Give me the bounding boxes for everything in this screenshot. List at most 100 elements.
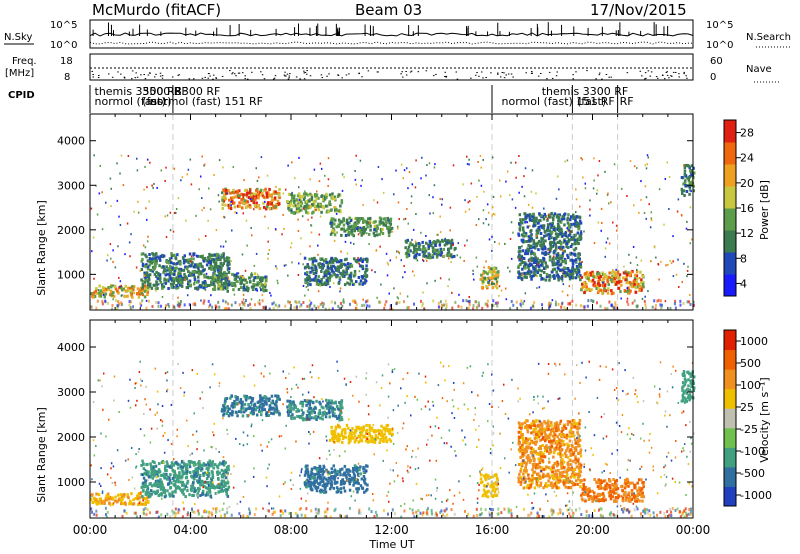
range-cell: [432, 246, 435, 250]
range-cell: [184, 476, 188, 480]
scatter-cell: [210, 294, 212, 297]
range-cell: [170, 493, 174, 497]
ground-scatter-mark: [644, 303, 647, 307]
scatter-cell: [504, 242, 506, 245]
range-cell: [154, 274, 158, 278]
scatter-cell: [492, 212, 495, 215]
range-cell: [590, 288, 593, 292]
range-cell: [265, 411, 269, 415]
scatter-cell: [428, 194, 430, 197]
ground-scatter-mark: [527, 513, 530, 517]
ground-scatter-mark: [368, 304, 371, 308]
range-cell: [104, 292, 107, 296]
ground-scatter-mark: [614, 303, 617, 307]
range-cell: [171, 283, 175, 287]
range-cell: [153, 482, 157, 486]
ground-scatter-mark: [317, 508, 320, 512]
range-cell: [374, 220, 377, 224]
ground-scatter-mark: [181, 515, 184, 519]
range-cell: [552, 214, 555, 218]
scatter-cell: [589, 214, 591, 217]
freq-dot: [274, 75, 277, 77]
scatter-cell: [221, 191, 224, 194]
range-cell: [359, 264, 362, 268]
scatter-cell: [425, 174, 427, 177]
range-cell: [576, 267, 579, 271]
ground-scatter-mark: [146, 508, 149, 512]
range-cell: [227, 407, 231, 411]
range-cell: [150, 261, 154, 265]
range-cell: [423, 251, 426, 255]
range-cell: [309, 283, 312, 287]
range-cell: [523, 275, 526, 279]
range-cell: [314, 266, 318, 270]
range-cell: [244, 201, 248, 205]
scatter-cell: [509, 194, 511, 197]
ground-scatter-mark: [548, 515, 551, 519]
range-cell: [320, 278, 323, 281]
ground-scatter-mark: [101, 302, 104, 306]
ground-scatter-mark: [222, 299, 225, 303]
ground-scatter-mark: [145, 306, 148, 310]
range-cell: [218, 463, 221, 467]
freq-dot: [480, 71, 483, 73]
ground-scatter-mark: [299, 304, 302, 308]
range-cell: [128, 286, 132, 290]
range-cell: [526, 270, 530, 274]
range-cell: [315, 193, 319, 197]
range-cell: [126, 493, 129, 497]
cpid-entry: normol (fast) 151 RF: [502, 95, 615, 108]
freq-dot: [474, 74, 477, 76]
range-cell: [438, 240, 442, 244]
ground-scatter-mark: [681, 511, 684, 515]
range-cell: [633, 277, 637, 281]
range-cell: [267, 191, 270, 195]
scatter-cell: [429, 243, 431, 246]
range-cell: [559, 254, 562, 258]
range-cell: [453, 254, 456, 258]
range-cell: [220, 273, 223, 277]
range-cell: [548, 255, 552, 259]
range-cell: [147, 499, 150, 503]
range-cell: [158, 278, 162, 282]
scatter-cell: [608, 242, 611, 245]
ground-scatter-mark: [486, 302, 489, 306]
scatter-cell: [308, 205, 311, 208]
freq-dot: [215, 77, 218, 79]
range-cell: [573, 248, 576, 252]
range-cell: [549, 215, 552, 219]
ground-scatter-mark: [305, 507, 308, 511]
range-cell: [608, 271, 611, 275]
range-cell: [578, 216, 582, 220]
range-cell: [154, 471, 157, 475]
scatter-cell: [165, 236, 168, 239]
range-cell: [185, 470, 188, 474]
ground-scatter-mark: [542, 515, 545, 519]
scatter-cell: [195, 214, 197, 217]
ground-scatter-mark: [643, 507, 646, 511]
scatter-cell: [102, 293, 104, 296]
range-cell: [211, 476, 215, 479]
scatter-cell: [147, 235, 149, 238]
range-cell: [366, 225, 369, 229]
cpid-entry: 3300 RF: [175, 85, 220, 98]
ground-scatter-mark: [268, 307, 271, 311]
ground-scatter-mark: [593, 509, 596, 513]
range-cell: [541, 247, 545, 251]
range-cell: [349, 225, 352, 229]
ground-scatter-mark: [549, 302, 552, 306]
range-cell: [571, 265, 575, 269]
range-cell: [633, 282, 636, 286]
scatter-cell: [528, 224, 531, 227]
range-cell: [296, 209, 299, 213]
freq-dot: [445, 75, 448, 77]
range-cell: [518, 226, 522, 230]
range-cell: [529, 234, 533, 238]
range-cell: [179, 488, 183, 492]
range-cell: [358, 218, 361, 222]
freq-dot: [108, 73, 110, 75]
range-cell: [131, 295, 134, 299]
range-cell: [173, 277, 176, 281]
range-cell: [211, 474, 214, 477]
range-cell: [441, 238, 444, 242]
